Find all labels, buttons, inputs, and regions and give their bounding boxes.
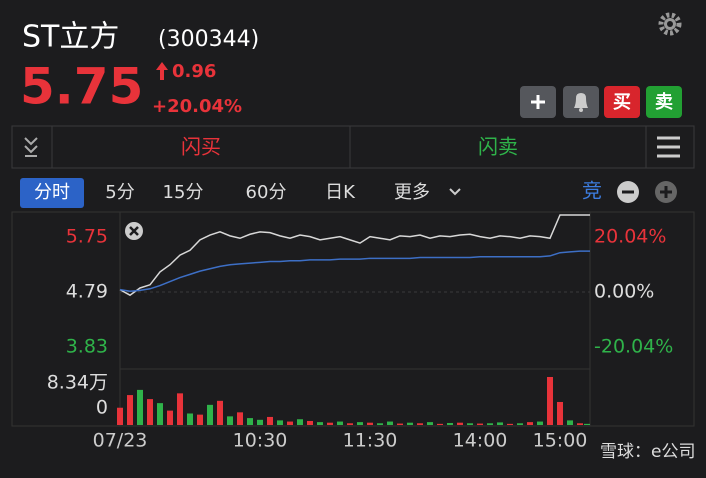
- volume-bar: [507, 423, 513, 425]
- volume-bar: [557, 401, 563, 425]
- volume-bar: [317, 422, 323, 425]
- chart-borders: [119, 212, 591, 426]
- volume-bar: [287, 421, 293, 425]
- volume-bar: [537, 421, 543, 425]
- flash-sell[interactable]: 闪卖: [478, 135, 518, 159]
- volume-bar: [487, 423, 493, 425]
- more-chevron: [449, 188, 461, 196]
- volume-bar: [137, 389, 143, 425]
- tab[interactable]: 15分: [163, 182, 204, 203]
- trade-bar: [11, 125, 695, 169]
- volume-bar: [127, 395, 133, 425]
- flash-buy[interactable]: 闪买: [181, 135, 221, 159]
- volume-bar: [497, 422, 503, 425]
- y-tick-label: 4.79: [66, 281, 108, 303]
- buy-button[interactable]: 买: [604, 86, 640, 118]
- volume-bar: [227, 416, 233, 425]
- watermark: 雪球：e公司: [600, 442, 695, 462]
- volume-bar: [467, 423, 473, 425]
- tab[interactable]: 日K: [325, 182, 356, 203]
- volume-bar: [187, 413, 193, 425]
- settings-icon[interactable]: [658, 12, 682, 36]
- close-icon[interactable]: [125, 222, 143, 240]
- x-tick-label: 14:00: [453, 430, 508, 452]
- chart-frame: [11, 211, 695, 427]
- stock-code: (300344): [158, 27, 259, 52]
- volume-bar: [584, 423, 590, 425]
- add-button[interactable]: [520, 86, 556, 118]
- volume-bar: [547, 377, 553, 425]
- stock-name: ST立方: [22, 20, 119, 55]
- volume-bar: [217, 400, 223, 425]
- y-tick-label: 5.75: [66, 226, 108, 248]
- change: 0.96: [172, 61, 216, 82]
- x-tick-label: 07/23: [93, 430, 148, 452]
- volume-bar: [337, 421, 343, 425]
- collapse-icon[interactable]: [24, 137, 38, 157]
- volume-bar: [357, 422, 363, 425]
- price-line: [119, 214, 590, 297]
- volume-bar: [397, 423, 403, 425]
- x-tick-label: 15:00: [533, 430, 588, 452]
- volume-bar: [347, 423, 353, 425]
- volume-bar: [197, 414, 203, 425]
- volume-bar: [387, 421, 393, 425]
- tab[interactable]: 60分: [246, 182, 287, 203]
- volume-bar: [407, 422, 413, 425]
- volume-bar: [567, 420, 573, 425]
- zoom-out[interactable]: [617, 181, 639, 203]
- volume-bar: [117, 407, 123, 425]
- volume-bar: [167, 410, 173, 425]
- volume-bar: [257, 419, 263, 425]
- volume-bar: [427, 422, 433, 425]
- volume-bar: [237, 412, 243, 425]
- sell-button[interactable]: 卖: [646, 86, 682, 118]
- tab[interactable]: 分时: [34, 182, 70, 203]
- auction[interactable]: 竞: [582, 179, 602, 203]
- volume-bar: [437, 423, 443, 425]
- y2-tick-label: -20.04%: [594, 336, 673, 358]
- change-pct: +20.04%: [152, 96, 242, 117]
- volume-bar: [457, 422, 463, 425]
- alert-button[interactable]: [563, 86, 599, 118]
- volume-bar: [447, 422, 453, 425]
- price-line: [119, 250, 590, 292]
- volume-bar: [247, 418, 253, 425]
- zoom-in[interactable]: [655, 181, 677, 203]
- volume-bar: [477, 423, 483, 425]
- volume-bar: [577, 423, 583, 425]
- buy-label: 买: [613, 92, 631, 113]
- up-arrow: [156, 62, 168, 80]
- volume-bar: [157, 403, 163, 425]
- volume-bar: [267, 416, 273, 425]
- tab[interactable]: 更多: [394, 182, 430, 203]
- tab-selected-bg: [20, 178, 84, 208]
- tab[interactable]: 5分: [105, 182, 134, 203]
- volume-tick-label: 0: [96, 397, 108, 419]
- volume-tick-label: 8.34万: [47, 372, 108, 394]
- x-tick-label: 11:30: [343, 430, 398, 452]
- y-tick-label: 3.83: [66, 336, 108, 358]
- volume-bar: [147, 399, 153, 425]
- volume-bar: [177, 393, 183, 425]
- volume-bar: [527, 422, 533, 425]
- volume-bar: [377, 423, 383, 425]
- volume-bar: [517, 423, 523, 425]
- volume-bar: [327, 422, 333, 425]
- volume-bar: [417, 423, 423, 425]
- sell-label: 卖: [655, 91, 673, 113]
- x-tick-label: 10:30: [233, 430, 288, 452]
- volume-bar: [207, 404, 213, 425]
- y2-tick-label: 20.04%: [594, 226, 666, 248]
- y2-tick-label: 0.00%: [594, 281, 654, 303]
- volume-bar: [367, 422, 373, 425]
- menu-icon[interactable]: [657, 136, 680, 158]
- volume-bar: [297, 419, 303, 425]
- price: 5.75: [20, 58, 143, 116]
- volume-bar: [277, 420, 283, 425]
- volume-bar: [307, 420, 313, 425]
